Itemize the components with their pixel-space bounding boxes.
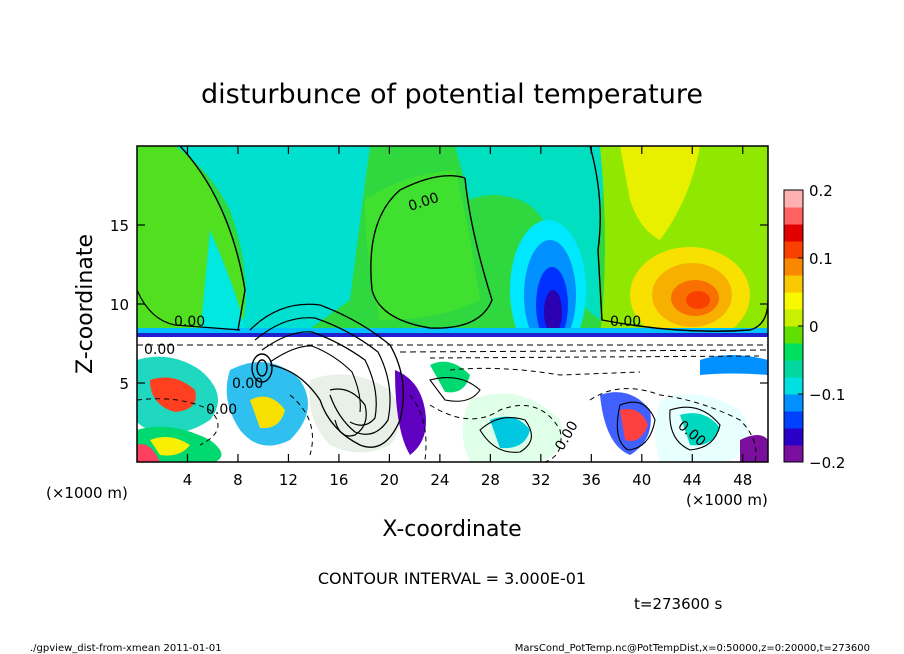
colorbar-cell (784, 411, 803, 429)
field-region (544, 290, 562, 334)
colorbar-cell (784, 428, 803, 446)
colorbar-cell (784, 258, 803, 276)
colorbar-cell (784, 394, 803, 412)
x-tick-label: 4 (183, 471, 193, 489)
field-region (620, 146, 700, 240)
colorbar-cell (784, 292, 803, 310)
y-tick-label: 15 (110, 217, 129, 235)
x-tick-label: 36 (582, 471, 601, 489)
contour-line (589, 146, 768, 332)
x-unit-right: (×1000 m) (686, 491, 768, 509)
x-axis-label: X-coordinate (382, 517, 521, 542)
contour-line (589, 388, 757, 462)
colorbar-tick-label: −0.2 (809, 454, 845, 472)
x-tick-label: 8 (233, 471, 243, 489)
colorbar: 0.2 0.1 0 −0.1 −0.2 (783, 182, 845, 472)
colorbar-cell (784, 360, 803, 378)
footer-right: MarsCond_PotTemp.nc@PotTempDist,x=0:5000… (515, 643, 870, 654)
colorbar-cell (784, 377, 803, 395)
contour-line (429, 377, 481, 402)
field-region (137, 333, 768, 337)
x-tick-label: 40 (632, 471, 651, 489)
contour-label: 0.00 (232, 376, 263, 392)
y-tick-label: 5 (119, 375, 129, 393)
contour-label: 0.00 (206, 402, 237, 418)
contour-line (429, 404, 562, 462)
colorbar-tick-label: 0.2 (809, 182, 833, 200)
contour-line (449, 367, 641, 376)
field-region (740, 435, 768, 462)
field-region (365, 170, 480, 320)
chart-title: disturbunce of potential temperature (201, 79, 703, 110)
colorbar-cell (784, 275, 803, 293)
field-region (490, 416, 530, 449)
y-axis: 5 10 15 (110, 217, 768, 393)
field-region (686, 291, 710, 309)
colorbar-cell (784, 241, 803, 259)
field-region (150, 377, 196, 412)
x-tick-label: 20 (380, 471, 399, 489)
contour-line (269, 345, 361, 413)
time-label: t=273600 s (634, 595, 722, 613)
field-region (137, 328, 768, 334)
contour-line (479, 417, 532, 453)
contour-interval: CONTOUR INTERVAL = 3.000E-01 (318, 569, 586, 588)
contour-label: 0.00 (174, 314, 205, 330)
contour-line (249, 303, 404, 448)
y-tick-label: 10 (110, 296, 129, 314)
field-region (137, 444, 160, 462)
field-region (680, 413, 720, 446)
contour-line (179, 146, 246, 331)
contour-line (399, 349, 768, 353)
field-region (620, 409, 648, 441)
x-axis: 4 8 12 16 20 24 28 32 36 40 44 48 (183, 146, 752, 489)
colorbar-cell (784, 207, 803, 225)
field-region (175, 146, 370, 336)
colorbar-cell (784, 190, 803, 208)
x-tick-label: 16 (329, 471, 348, 489)
footer-left: ./gpview_dist-from-xmean 2011-01-01 (30, 643, 222, 654)
contour-line (254, 317, 391, 435)
x-tick-label: 28 (481, 471, 500, 489)
y-axis-label: Z-coordinate (73, 234, 98, 374)
contour-label: 0.00 (144, 342, 175, 358)
x-tick-label: 32 (531, 471, 550, 489)
colorbar-cell (784, 343, 803, 361)
colorbar-cell (784, 445, 803, 463)
x-tick-label: 12 (279, 471, 298, 489)
contour-lines (137, 146, 768, 462)
field-region (309, 374, 400, 453)
contour-line (137, 289, 241, 331)
contour-line (370, 175, 493, 329)
colorbar-cell (784, 309, 803, 327)
contour-line (329, 388, 367, 437)
field-region (150, 436, 190, 456)
colorbar-tick-label: 0.1 (809, 250, 833, 268)
x-unit-left: (×1000 m) (46, 484, 128, 502)
field-region (200, 230, 245, 336)
field-region (700, 355, 768, 375)
x-tick-label: 24 (430, 471, 449, 489)
colorbar-tick-label: −0.1 (809, 386, 845, 404)
contour-line (669, 406, 721, 451)
x-tick-label: 48 (733, 471, 752, 489)
colorbar-tick-label: 0 (809, 318, 819, 336)
colorbar-cell (784, 224, 803, 242)
contour-line (616, 401, 656, 451)
x-tick-label: 44 (683, 471, 702, 489)
contour-line (251, 353, 273, 383)
contour-line (261, 331, 377, 426)
contour-line (256, 359, 268, 377)
field-region (250, 396, 285, 429)
colorbar-cell (784, 326, 803, 344)
field-region (137, 337, 768, 343)
plot-field (137, 146, 768, 462)
contour-label: 0.00 (610, 314, 641, 330)
contour-line (429, 355, 761, 359)
contour-line (137, 398, 219, 446)
